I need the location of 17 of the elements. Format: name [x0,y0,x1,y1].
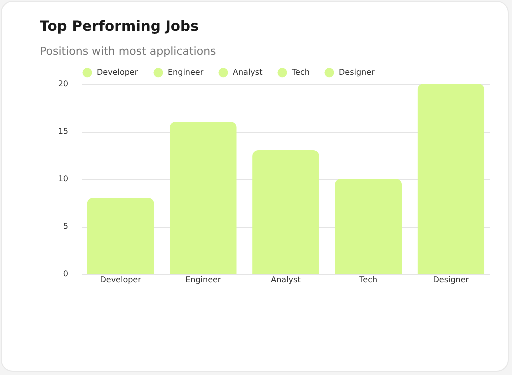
legend-label: Tech [291,68,310,77]
legend-label: Engineer [168,68,204,77]
y-tick-label: 10 [58,174,68,184]
legend-label: Analyst [233,68,263,77]
x-tick-label: Designer [433,276,470,284]
y-tick-label: 15 [58,127,68,136]
chart-title: Top Performing Jobs [40,19,199,35]
y-tick-label: 20 [58,80,68,88]
x-tick-label: Tech [358,276,378,284]
chart-subtitle: Positions with most applications [40,45,217,58]
legend-label: Designer [339,68,376,77]
x-tick-label: Engineer [186,276,222,284]
legend-label: Developer [97,68,139,77]
y-tick-label: 5 [63,222,68,231]
y-tick-label: 0 [63,270,68,278]
x-tick-label: Analyst [271,276,301,284]
x-tick-label: Developer [100,276,142,284]
